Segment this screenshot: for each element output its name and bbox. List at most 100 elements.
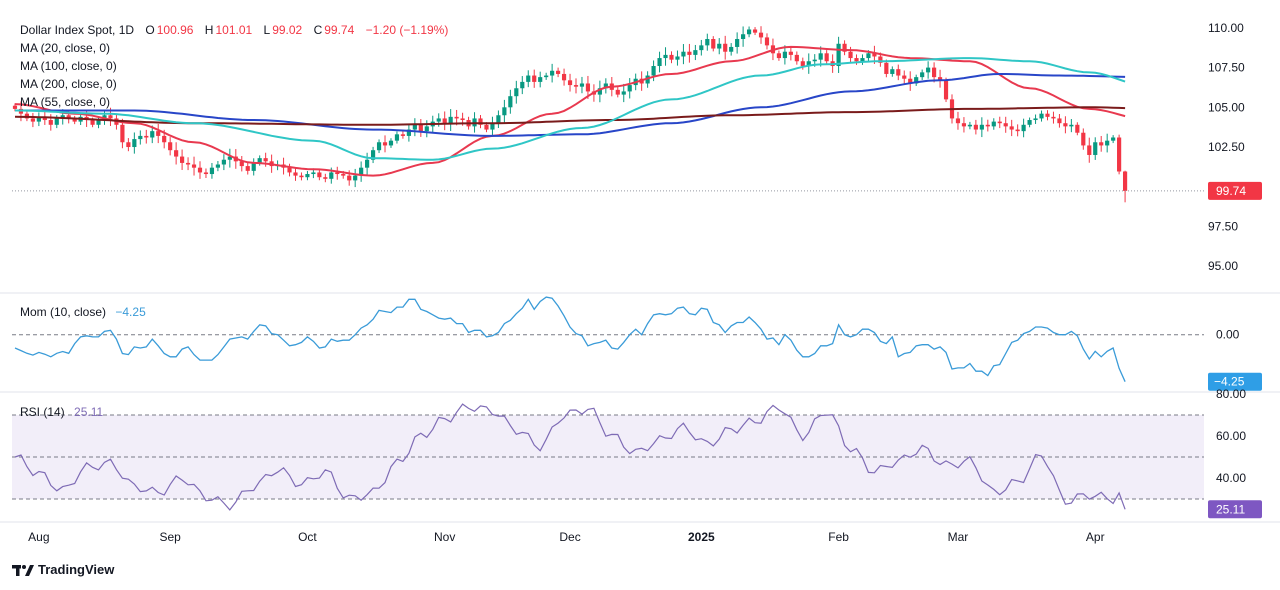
mom-label: Mom (10, close) — [20, 305, 107, 319]
candle-body — [675, 56, 680, 60]
candle-body — [717, 43, 722, 49]
candle-body — [1045, 113, 1050, 117]
candle-body — [66, 115, 71, 119]
rsi-tick-label: 40.00 — [1216, 471, 1246, 485]
candle-body — [1051, 116, 1056, 119]
candle-body — [967, 124, 972, 127]
tradingview-brand: TradingView — [38, 562, 115, 577]
candle-body — [108, 115, 113, 119]
candle-body — [573, 85, 579, 87]
rsi-line — [14, 403, 1126, 511]
candle-body — [657, 58, 662, 67]
candle-body — [693, 50, 698, 55]
candle-body — [902, 75, 907, 79]
candle-body — [239, 161, 244, 167]
candle-body — [752, 29, 758, 33]
candle-body — [30, 118, 35, 122]
momentum-tick-label: 0.00 — [1216, 328, 1240, 342]
candle-body — [251, 162, 256, 171]
moving-average-line — [14, 45, 1126, 177]
candle-body — [508, 96, 513, 108]
candle-body — [711, 39, 716, 49]
candle-body — [597, 88, 602, 95]
candle-body — [764, 37, 770, 46]
candle-body — [376, 142, 382, 151]
candle-body — [1021, 124, 1026, 132]
candle-body — [227, 156, 232, 160]
candle-body — [1015, 129, 1020, 132]
candle-body — [735, 39, 740, 47]
candle-body — [943, 80, 949, 100]
candle-body — [96, 120, 101, 125]
last-price-badge — [1208, 181, 1262, 200]
rsi-tick-label: 80.00 — [1216, 387, 1246, 401]
candle-body — [347, 175, 352, 181]
candle-body — [329, 172, 334, 179]
candle-body — [138, 135, 143, 140]
ma200-legend: MA (200, close, 0) — [20, 77, 117, 91]
tradingview-branding[interactable]: TradingView — [12, 562, 114, 577]
candle-body — [293, 172, 298, 176]
time-axis-label: Aug — [28, 530, 49, 544]
candle-body — [36, 116, 41, 122]
candle-body — [1003, 123, 1008, 127]
high-value: 101.01 — [215, 23, 253, 37]
candle-body — [406, 129, 411, 136]
candle-body — [741, 34, 746, 40]
candle-body — [651, 66, 656, 76]
candle-body — [209, 167, 215, 175]
candle-body — [48, 120, 53, 125]
candle-body — [758, 32, 764, 38]
candle-body — [926, 67, 931, 73]
candle-body — [126, 142, 131, 148]
candle-body — [311, 172, 316, 175]
candle-body — [1069, 124, 1074, 127]
candle-body — [896, 69, 901, 76]
candle-body — [180, 156, 185, 163]
candle-body — [72, 118, 77, 122]
candle-body — [1075, 124, 1080, 133]
candle-body — [317, 172, 322, 178]
candle-body — [687, 51, 692, 55]
candle-body — [621, 91, 626, 95]
candle-body — [388, 140, 394, 146]
low-label: L — [263, 23, 271, 37]
price-tick-label: 110.00 — [1208, 21, 1244, 35]
candle-body — [878, 56, 883, 63]
price-tick-label: 97.50 — [1208, 219, 1238, 233]
candle-body — [526, 75, 531, 82]
mom-value: −4.25 — [115, 305, 146, 319]
candle-body — [997, 121, 1002, 124]
candle-body — [955, 118, 961, 124]
price-tick-label: 105.00 — [1208, 100, 1245, 114]
candle-body — [442, 118, 447, 124]
candle-body — [370, 150, 376, 160]
ma55-legend: MA (55, close, 0) — [20, 95, 111, 109]
candle-body — [502, 107, 507, 116]
candle-body — [615, 89, 620, 95]
candle-body — [627, 85, 632, 92]
symbol-name: Dollar Index Spot, 1D — [20, 23, 135, 37]
candle-body — [400, 134, 406, 136]
candle-body — [1009, 126, 1014, 130]
rsi-value: 25.11 — [74, 405, 104, 419]
last-price-badge-text: 99.74 — [1216, 184, 1246, 198]
candle-body — [359, 167, 364, 176]
candle-body — [663, 54, 668, 59]
ma100-legend: MA (100, close, 0) — [20, 59, 117, 73]
candle-body — [961, 123, 967, 127]
rsi-label: RSI (14) — [20, 405, 65, 419]
candle-body — [203, 172, 209, 175]
candle-body — [162, 135, 167, 143]
candle-body — [191, 164, 197, 168]
candle-body — [860, 58, 865, 62]
momentum-badge — [1208, 372, 1262, 391]
candle-body — [144, 135, 149, 138]
open-label: O — [145, 23, 155, 37]
candle-body — [496, 115, 501, 124]
time-axis-label: Dec — [559, 530, 580, 544]
candle-body — [561, 73, 567, 81]
candle-body — [221, 159, 226, 165]
low-value: 99.02 — [272, 23, 303, 37]
candle-body — [544, 75, 549, 78]
